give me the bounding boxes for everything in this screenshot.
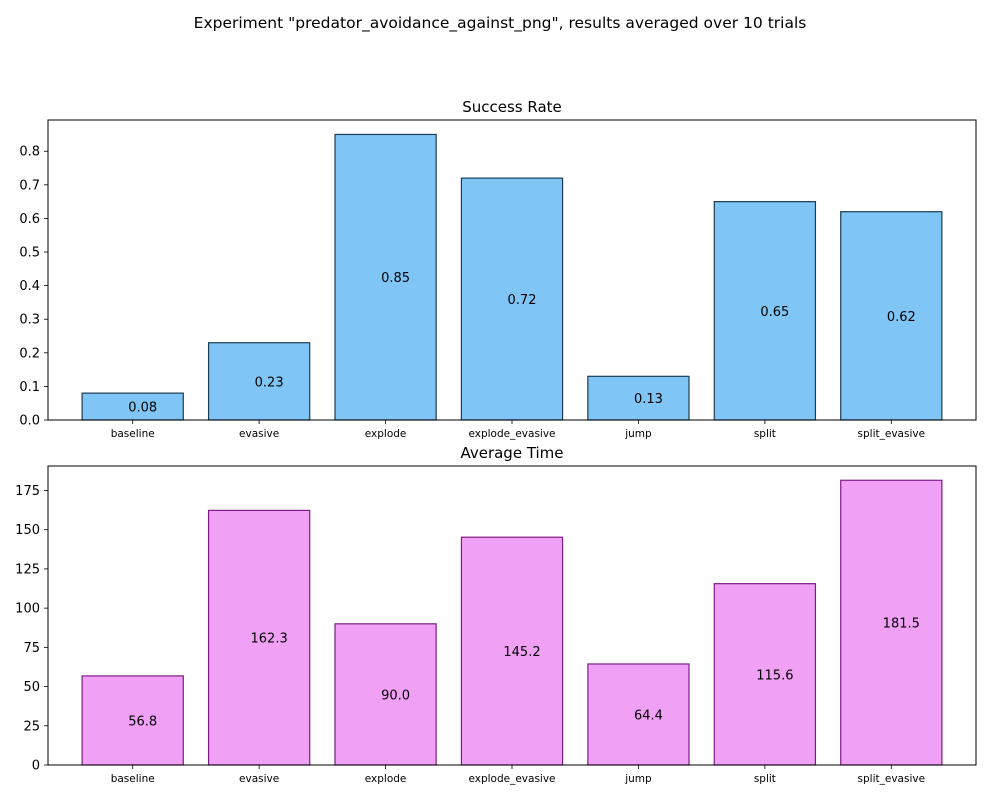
success-rate-x-tick-label: explode_evasive xyxy=(468,428,555,440)
success-rate-y-tick-label: 0.4 xyxy=(19,279,40,294)
success-rate-value-label: 0.13 xyxy=(634,392,663,407)
success-rate-x-tick-label: explode xyxy=(365,428,407,440)
success-rate-bar-explode xyxy=(334,133,437,421)
average-time-bar-baseline xyxy=(81,675,184,766)
average-time-bar-split-evasive xyxy=(840,479,943,766)
average-time-x-tick-label: jump xyxy=(624,773,652,785)
success-rate-value-label: 0.85 xyxy=(381,271,410,286)
average-time-value-label: 145.2 xyxy=(503,645,540,660)
average-time-value-label: 162.3 xyxy=(251,632,288,647)
success-rate-y-tick-label: 0.0 xyxy=(19,414,40,429)
average-time-y-tick-label: 75 xyxy=(23,641,40,656)
average-time-bar-split xyxy=(713,583,817,766)
figure-suptitle: Experiment "predator_avoidance_against_p… xyxy=(194,14,807,33)
average-time-bar-explode-evasive xyxy=(460,536,564,766)
average-time-x-tick-label: explode_evasive xyxy=(468,773,555,785)
success-rate-value-label: 0.62 xyxy=(887,310,916,325)
average-time-x-tick-label: split xyxy=(754,773,776,785)
success-rate-x-tick-label: split_evasive xyxy=(858,428,926,440)
average-time-y-tick-label: 125 xyxy=(15,562,40,577)
success-rate-value-label: 0.72 xyxy=(508,293,537,308)
success-rate-title: Success Rate xyxy=(462,98,562,116)
success-rate-value-label: 0.08 xyxy=(128,401,157,416)
average-time-x-tick-label: split_evasive xyxy=(858,773,926,785)
average-time-value-label: 90.0 xyxy=(381,688,410,703)
average-time-x-tick-label: explode xyxy=(365,773,407,785)
success-rate-x-tick-label: split xyxy=(754,428,776,440)
average-time-value-label: 64.4 xyxy=(634,708,663,723)
average-time-value-label: 181.5 xyxy=(883,617,920,632)
success-rate-y-tick-label: 0.2 xyxy=(19,346,40,361)
average-time-y-tick-label: 175 xyxy=(15,484,40,499)
average-time-title: Average Time xyxy=(460,444,563,462)
success-rate-y-tick-label: 0.3 xyxy=(19,313,40,328)
success-rate-bar-split-evasive xyxy=(840,211,943,421)
success-rate-x-tick-label: evasive xyxy=(239,428,279,440)
success-rate-value-label: 0.65 xyxy=(760,305,789,320)
success-rate-y-tick-label: 0.5 xyxy=(19,246,40,261)
success-rate-value-label: 0.23 xyxy=(255,375,284,390)
average-time-bar-jump xyxy=(587,663,690,766)
success-rate-bar-split xyxy=(713,201,817,421)
average-time-x-tick-label: evasive xyxy=(239,773,279,785)
success-rate-y-tick-label: 0.6 xyxy=(19,212,40,227)
success-rate-bar-evasive xyxy=(207,342,311,421)
average-time-y-tick-label: 0 xyxy=(32,759,40,774)
success-rate-x-tick-label: baseline xyxy=(111,428,155,440)
average-time-value-label: 115.6 xyxy=(756,668,793,683)
success-rate-y-tick-label: 0.7 xyxy=(19,178,40,193)
average-time-y-tick-label: 50 xyxy=(23,680,40,695)
average-time-y-tick-label: 25 xyxy=(23,719,40,734)
average-time-x-tick-label: baseline xyxy=(111,773,155,785)
average-time-value-label: 56.8 xyxy=(128,714,157,729)
success-rate-bar-baseline xyxy=(81,392,184,421)
average-time-bar-explode xyxy=(334,623,437,766)
average-time-bar-evasive xyxy=(207,509,311,766)
average-time-axes-frame xyxy=(47,465,977,766)
average-time-y-tick-label: 150 xyxy=(15,523,40,538)
success-rate-y-tick-label: 0.8 xyxy=(19,145,40,160)
success-rate-axes-frame xyxy=(47,119,977,421)
success-rate-y-tick-label: 0.1 xyxy=(19,380,40,395)
average-time-panel: Average Time 56.8 baseline 162.3 evasive 90.0… xyxy=(15,444,977,785)
success-rate-bar-jump xyxy=(587,375,690,421)
success-rate-bar-explode-evasive xyxy=(460,177,564,421)
success-rate-panel: Success Rate 0.08 baseline 0.23 evasive 0.85 e… xyxy=(19,98,977,440)
success-rate-x-tick-label: jump xyxy=(624,428,652,440)
average-time-y-tick-label: 100 xyxy=(15,602,40,617)
